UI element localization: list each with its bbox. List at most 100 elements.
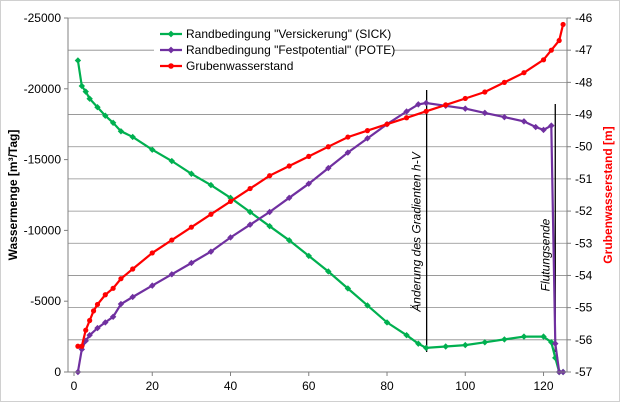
data-point xyxy=(383,319,391,326)
data-point xyxy=(305,252,312,260)
data-point xyxy=(86,331,93,339)
data-point xyxy=(94,104,101,111)
y2-tick-label: -50 xyxy=(575,140,593,154)
data-point xyxy=(403,331,410,339)
series-2 xyxy=(75,21,566,349)
data-point xyxy=(94,324,101,332)
data-point xyxy=(403,108,410,115)
data-point xyxy=(364,128,371,134)
data-point xyxy=(266,222,273,230)
data-point xyxy=(169,237,175,243)
data-point xyxy=(423,108,429,114)
data-point xyxy=(403,115,410,121)
x-tick-label: 60 xyxy=(302,379,316,393)
legend-entry: Grubenwasserstand xyxy=(160,59,293,73)
data-point xyxy=(227,198,234,205)
data-point xyxy=(246,208,254,216)
data-point xyxy=(285,237,293,244)
data-point xyxy=(540,333,547,340)
data-point xyxy=(532,123,539,131)
data-point xyxy=(94,301,101,308)
data-point xyxy=(462,341,469,349)
y2-tick-label: -54 xyxy=(575,268,593,282)
data-point xyxy=(344,285,352,292)
y-tick-label: 0 xyxy=(54,365,61,379)
data-point xyxy=(102,292,108,298)
legend: Randbedingung "Versickerung" (SICK) Randb… xyxy=(154,24,395,76)
x-tick-label: 20 xyxy=(146,379,160,393)
data-point xyxy=(422,344,430,352)
annotation-layer: Änderung des Gradienten h-V Flutungsende xyxy=(410,90,556,352)
x-tick-label: 120 xyxy=(534,379,554,393)
data-point xyxy=(188,259,195,267)
data-point xyxy=(266,208,273,216)
data-point xyxy=(168,271,176,278)
y2-tick-label: -49 xyxy=(575,108,593,122)
data-point xyxy=(345,134,351,140)
data-point xyxy=(540,126,547,134)
data-point xyxy=(207,181,215,189)
data-point xyxy=(117,300,125,308)
data-point xyxy=(79,343,85,349)
data-point xyxy=(552,340,559,347)
legend-label: Randbedingung "Versickerung" (SICK) xyxy=(186,27,391,41)
x-tick-label: 0 xyxy=(71,379,78,393)
data-point xyxy=(306,153,312,159)
data-point xyxy=(149,282,156,289)
data-point xyxy=(415,340,422,347)
annotation-label: Flutungsende xyxy=(538,218,552,291)
data-point xyxy=(149,146,156,153)
legend-label: Grubenwasserstand xyxy=(186,59,293,73)
data-point xyxy=(188,170,195,177)
annotation-label: Änderung des Gradienten h-V xyxy=(410,151,424,312)
data-point xyxy=(227,194,234,202)
data-point xyxy=(481,109,489,117)
data-point xyxy=(110,285,116,291)
data-point xyxy=(481,339,489,346)
x-tick-label: 100 xyxy=(455,379,475,393)
data-point xyxy=(520,118,528,125)
data-point xyxy=(305,180,312,187)
data-point xyxy=(208,211,214,217)
data-point xyxy=(78,82,86,90)
legend-swatch-marker xyxy=(167,46,175,54)
axes-layer: 0 -5000 -10000 -15000 -20000 -25000 -57 -56 -55 -… xyxy=(6,11,615,393)
data-point xyxy=(548,47,554,53)
data-point xyxy=(109,313,117,320)
data-point xyxy=(344,149,352,156)
data-point xyxy=(552,354,559,362)
data-point xyxy=(102,112,109,119)
data-point xyxy=(109,119,117,126)
data-point xyxy=(443,102,449,108)
data-point xyxy=(74,57,82,64)
legend-entry: Randbedingung "Festpotential" (POTE) xyxy=(160,43,395,57)
data-point xyxy=(188,224,194,230)
x-tick-label: 40 xyxy=(224,379,238,393)
data-point xyxy=(207,248,215,255)
data-point xyxy=(118,276,124,282)
y2-tick-label: -53 xyxy=(575,236,593,250)
y2-tick-label: -46 xyxy=(575,11,593,25)
series-0 xyxy=(74,57,567,376)
data-point xyxy=(548,122,555,129)
data-point xyxy=(520,333,528,340)
legend-label: Randbedingung "Festpotential" (POTE) xyxy=(186,43,395,57)
data-point xyxy=(117,128,125,135)
data-point xyxy=(246,221,254,228)
data-point xyxy=(285,194,293,202)
y-axis-title: Wassermenge [m³/Tag] xyxy=(6,130,20,261)
data-point xyxy=(227,234,234,241)
data-point xyxy=(87,317,93,324)
data-point xyxy=(90,308,97,314)
data-point xyxy=(149,250,155,256)
data-point xyxy=(521,70,527,76)
data-point xyxy=(560,21,566,28)
data-point xyxy=(364,135,371,142)
legend-box xyxy=(154,24,394,76)
data-point xyxy=(415,101,422,108)
y2-tick-label: -52 xyxy=(575,204,593,218)
data-point xyxy=(82,88,89,95)
y-tick-label: -5000 xyxy=(30,294,61,308)
series-layer xyxy=(74,21,567,376)
